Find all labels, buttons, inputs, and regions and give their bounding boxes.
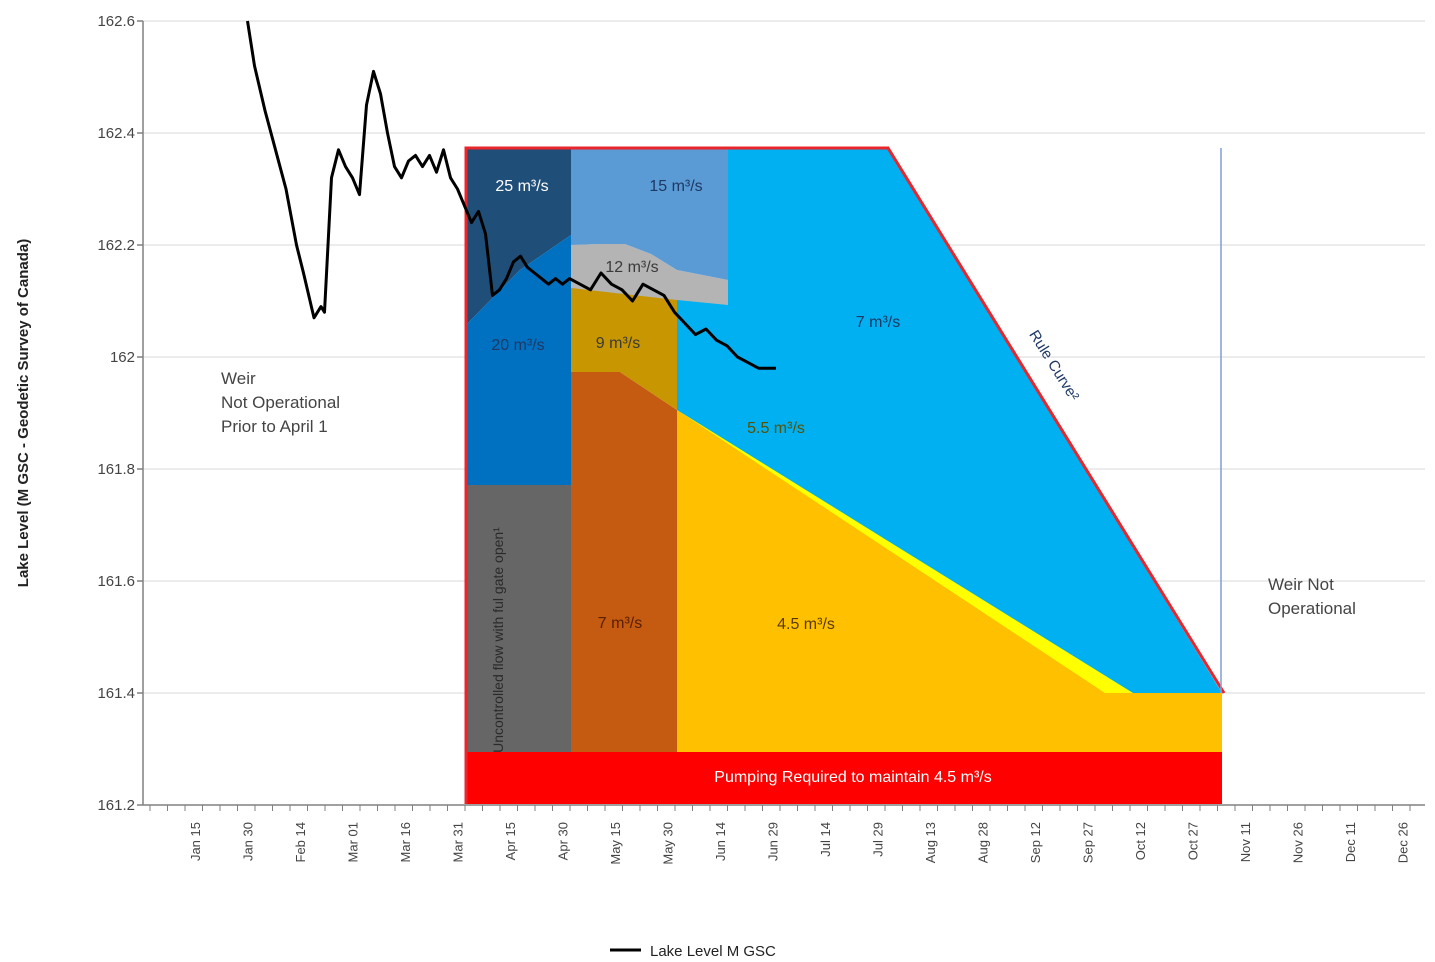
x-tick-label: Oct 27 — [1186, 822, 1201, 860]
lake-level-line — [246, 20, 776, 370]
x-tick-label: Sep 12 — [1028, 822, 1043, 863]
x-tick-label: Nov 11 — [1238, 822, 1253, 862]
x-tick-label: Jul 14 — [818, 822, 833, 857]
x-tick-label: May 15 — [608, 822, 623, 865]
x-tick-label: Mar 31 — [451, 822, 466, 862]
zone-labels: 25 m³/s 15 m³/s 12 m³/s 7 m³/s 20 m³/s 9 m³/s… — [490, 178, 992, 786]
weir-prior-label: Prior to April 1 — [221, 417, 328, 436]
x-tick-label: Apr 15 — [503, 822, 518, 860]
rule-curve — [464, 146, 1226, 804]
zone-label: Pumping Required to maintain 4.5 m³/s — [714, 769, 991, 786]
x-tick-label: Dec 26 — [1396, 822, 1411, 863]
y-tick-label: 162.4 — [97, 125, 135, 142]
y-tick-labels: 161.2 161.4 161.6 161.8 162 162.2 162.4 162.6 — [97, 13, 135, 814]
weir-not-operational-label: Weir Not — [1268, 575, 1334, 594]
flow-zones — [466, 148, 1222, 804]
y-tick-label: 161.8 — [97, 461, 135, 478]
zone-fill-2 — [677, 148, 1222, 693]
y-tick-label: 162.6 — [97, 13, 135, 30]
lake-level-series — [246, 20, 776, 370]
zone-label: 9 m³/s — [596, 335, 640, 352]
x-tick-label: Apr 30 — [556, 822, 571, 860]
y-tick-label: 161.4 — [97, 685, 135, 702]
weir-prior-label: Not Operational — [221, 393, 340, 412]
x-tick-label: Feb 14 — [293, 822, 308, 862]
zone-fill-4 — [571, 288, 677, 410]
y-tick-label: 162 — [110, 349, 135, 366]
rule-curve-line — [464, 146, 1226, 804]
x-tick-label: Mar 16 — [398, 822, 413, 862]
weir-prior-label: Weir — [221, 369, 256, 388]
zone-label: 5.5 m³/s — [747, 420, 805, 437]
zone-fill-6 — [571, 148, 728, 280]
legend-label: Lake Level M GSC — [650, 943, 776, 960]
zone-fill-0 — [677, 390, 1222, 752]
zone-label-vertical: Uncontrolled flow with ful gate open¹ — [490, 527, 506, 753]
zone-label: 25 m³/s — [495, 178, 548, 195]
x-tick-label: Aug 13 — [923, 822, 938, 863]
x-tick-labels: Jan 15 Jan 30 Feb 14 Mar 01 Mar 16 Mar 31 Apr … — [188, 822, 1411, 865]
legend: Lake Level M GSC — [610, 943, 776, 960]
zone-label: 7 m³/s — [856, 314, 900, 331]
x-tick-label: Jun 29 — [766, 822, 781, 861]
x-tick-label: Aug 28 — [976, 822, 991, 863]
x-tick-label: Jun 14 — [713, 822, 728, 861]
zone-fill-8 — [466, 235, 571, 485]
y-tick-label: 161.2 — [97, 797, 135, 814]
axes — [137, 20, 1425, 811]
zone-label: 20 m³/s — [491, 337, 544, 354]
y-tick-label: 162.2 — [97, 237, 135, 254]
zone-label: 7 m³/s — [598, 615, 642, 632]
zone-label: 15 m³/s — [649, 178, 702, 195]
x-tick-label: Sep 27 — [1081, 822, 1096, 863]
zone-label: 4.5 m³/s — [777, 616, 835, 633]
zone-fill-3 — [571, 372, 677, 752]
x-tick-label: May 30 — [661, 822, 676, 865]
zone-fill-5 — [571, 244, 728, 305]
x-tick-label: Mar 01 — [346, 822, 361, 862]
zone-fill-10 — [466, 752, 1222, 804]
x-tick-label: Jul 29 — [871, 822, 886, 857]
zone-label: 12 m³/s — [605, 259, 658, 276]
zone-fill-9 — [466, 485, 571, 752]
weir-not-operational-label: Operational — [1268, 599, 1356, 618]
x-tick-label: Nov 26 — [1291, 822, 1306, 863]
x-tick-label: Jan 30 — [241, 822, 256, 861]
x-tick-label: Oct 12 — [1133, 822, 1148, 860]
y-axis-label: Lake Level (M GSC - Geodetic Survey of C… — [15, 239, 32, 587]
x-tick-label: Jan 15 — [188, 822, 203, 861]
x-tick-label: Dec 11 — [1343, 822, 1358, 862]
y-tick-label: 161.6 — [97, 573, 135, 590]
